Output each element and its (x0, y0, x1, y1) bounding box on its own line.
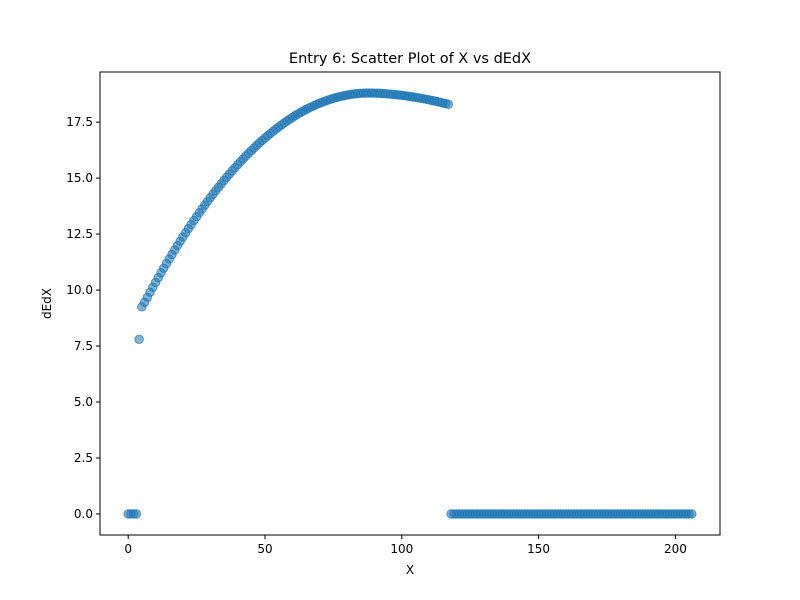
x-tick-label: 50 (257, 542, 272, 556)
y-tick-label: 17.5 (66, 115, 93, 129)
y-tick-label: 12.5 (66, 227, 93, 241)
y-tick-label: 0.0 (74, 507, 93, 521)
y-axis-label: dEdX (40, 288, 54, 319)
x-tick-label: 150 (527, 542, 550, 556)
axes: 0 50 100 150 200 0.0 2.5 5.0 7.5 10.0 12.5 15.0 17.5 (66, 115, 687, 556)
y-tick-label: 5.0 (74, 395, 93, 409)
data-point (131, 509, 142, 519)
data-point (687, 509, 697, 519)
data-point (134, 334, 144, 345)
y-tick-label: 10.0 (66, 283, 93, 297)
x-axis-label: X (406, 563, 414, 577)
data-points (123, 88, 697, 519)
plot-frame (99, 71, 721, 536)
y-tick-label: 15.0 (66, 171, 93, 185)
y-tick-label: 7.5 (74, 339, 93, 353)
x-tick-label: 200 (664, 542, 687, 556)
chart-title: Entry 6: Scatter Plot of X vs dEdX (289, 51, 531, 67)
x-tick-label: 100 (390, 542, 413, 556)
data-point (443, 99, 454, 109)
x-tick-label: 0 (124, 542, 132, 556)
y-tick-label: 2.5 (74, 451, 93, 465)
